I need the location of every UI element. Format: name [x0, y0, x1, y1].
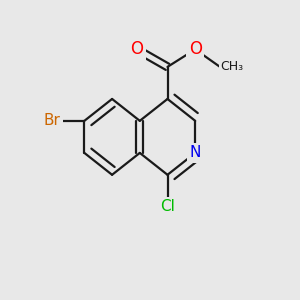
Text: CH₃: CH₃ [220, 60, 243, 74]
Text: Br: Br [44, 113, 61, 128]
Text: O: O [130, 40, 143, 58]
Text: N: N [190, 146, 201, 160]
Text: Cl: Cl [160, 200, 175, 214]
Text: O: O [189, 40, 202, 58]
